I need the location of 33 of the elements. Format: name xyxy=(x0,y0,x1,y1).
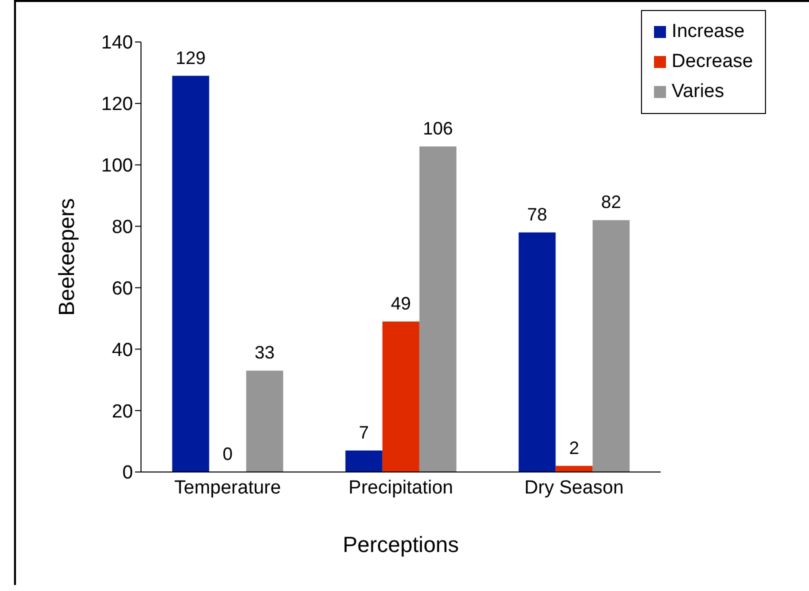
legend-label: Decrease xyxy=(672,50,753,74)
y-tick-label: 140 xyxy=(101,32,133,54)
data-label: 2 xyxy=(569,438,580,458)
data-label: 82 xyxy=(601,192,622,212)
data-label: 7 xyxy=(358,422,369,442)
data-label: 106 xyxy=(422,118,453,138)
bar xyxy=(345,450,382,472)
y-tick-label: 100 xyxy=(101,156,133,177)
bar xyxy=(556,466,593,472)
x-tick-label: Temperature xyxy=(174,477,281,498)
y-tick-label: 40 xyxy=(112,340,133,361)
bar xyxy=(592,220,630,472)
data-label: 33 xyxy=(254,342,275,363)
bar xyxy=(382,322,420,472)
bar xyxy=(172,76,210,472)
x-tick-label: Precipitation xyxy=(348,477,454,498)
y-tick-label: 80 xyxy=(112,217,133,238)
y-tick-label: 0 xyxy=(122,462,133,484)
legend-label: Varies xyxy=(672,80,724,104)
bar xyxy=(518,232,556,472)
data-label: 49 xyxy=(390,294,411,314)
data-label: 129 xyxy=(176,48,206,68)
y-axis-title: Beekeepers xyxy=(54,198,79,316)
y-tick-label: 20 xyxy=(112,401,133,422)
bar xyxy=(246,370,284,472)
y-tick-label: 120 xyxy=(101,94,133,116)
x-axis-title: Perceptions xyxy=(342,532,459,557)
bar xyxy=(419,146,456,472)
data-label: 0 xyxy=(222,444,233,464)
y-tick-label: 60 xyxy=(112,278,133,300)
x-tick-label: Dry Season xyxy=(524,477,624,498)
data-label: 78 xyxy=(527,204,548,224)
legend-label: Increase xyxy=(672,20,745,44)
